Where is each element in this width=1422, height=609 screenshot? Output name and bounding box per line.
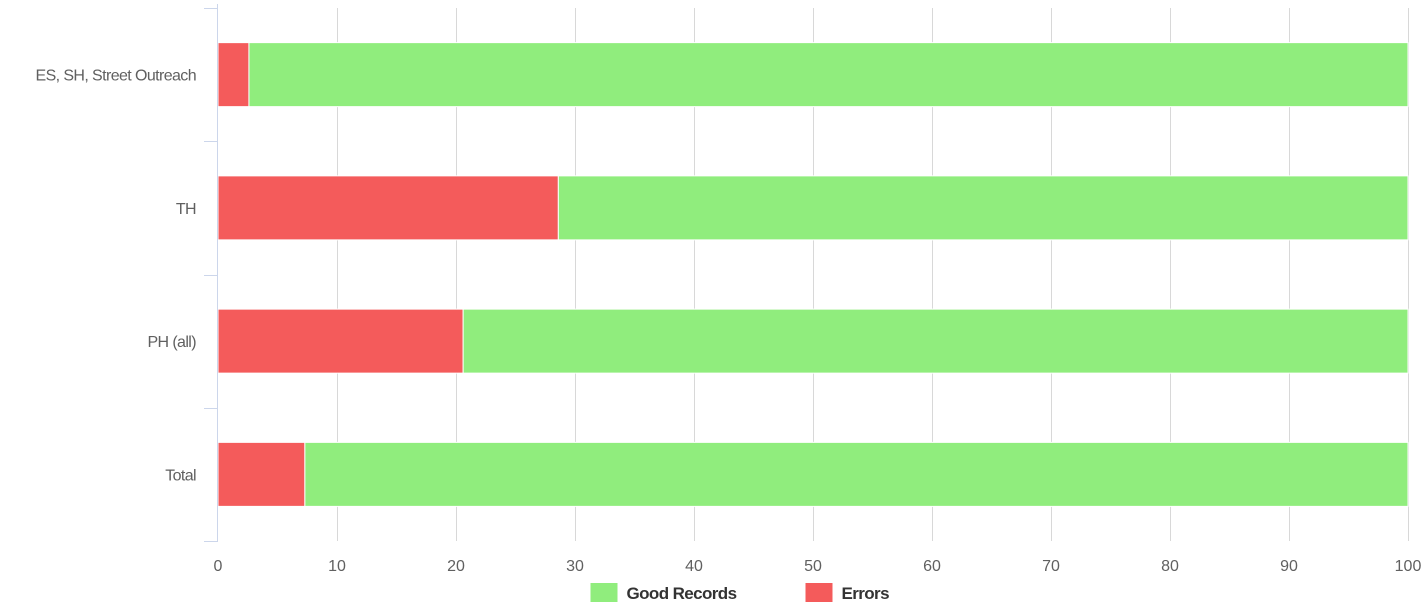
bar-errors [217, 441, 306, 507]
x-tick-label: 40 [685, 558, 703, 575]
x-tick-label: 10 [328, 558, 346, 575]
x-tick-label: 80 [1161, 558, 1179, 575]
bars [217, 42, 1409, 507]
category-label: ES, SH, Street Outreach [36, 68, 197, 85]
category-label: TH [176, 201, 196, 218]
bar-errors [217, 175, 559, 241]
bar-good-records [462, 308, 1409, 374]
legend-swatch [805, 583, 833, 602]
x-tick-label: 0 [214, 558, 223, 575]
x-tick-label: 60 [923, 558, 941, 575]
x-tick-label: 70 [1042, 558, 1060, 575]
legend: Good Records Errors [590, 583, 890, 603]
x-tick-label: 90 [1280, 558, 1298, 575]
x-tick-label: 100 [1395, 558, 1422, 575]
y-axis: ES, SH, Street Outreach TH PH (all) Total [36, 4, 218, 542]
bar-good-records [248, 42, 1409, 108]
legend-label: Errors [842, 584, 890, 603]
x-tick-label: 20 [447, 558, 465, 575]
bar-errors [217, 308, 464, 374]
x-tick-label: 50 [804, 558, 822, 575]
category-label: Total [165, 467, 196, 484]
legend-swatch [590, 583, 618, 602]
legend-item-good-records[interactable]: Good Records [590, 583, 737, 603]
bar-good-records [304, 441, 1409, 507]
x-axis: 0 10 20 30 40 50 60 70 80 90 100 [214, 558, 1422, 575]
x-tick-label: 30 [566, 558, 584, 575]
legend-label: Good Records [627, 584, 737, 603]
bar-errors [217, 42, 250, 108]
bar-good-records [557, 175, 1409, 241]
category-label: PH (all) [147, 334, 196, 351]
legend-item-errors[interactable]: Errors [805, 583, 890, 603]
